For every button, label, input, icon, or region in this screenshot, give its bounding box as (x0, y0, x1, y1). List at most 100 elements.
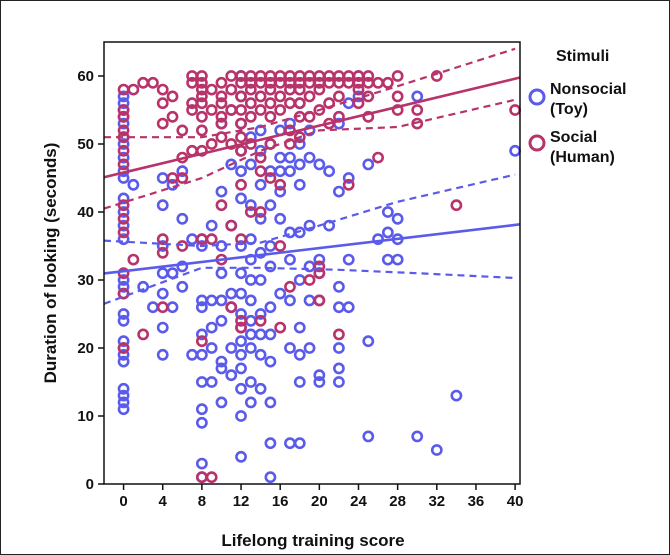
data-point-social (254, 165, 267, 178)
plot-frame (103, 41, 521, 485)
data-point-nonsocial (235, 240, 247, 252)
data-point-social (264, 97, 277, 110)
data-point-nonsocial (254, 382, 267, 395)
data-point-nonsocial (156, 240, 169, 252)
data-point-social (176, 240, 189, 252)
data-point-social (235, 90, 247, 103)
data-point-social (195, 90, 208, 103)
data-point-nonsocial (195, 457, 208, 470)
data-point-social (205, 138, 218, 150)
data-point-social (313, 294, 326, 307)
data-point-nonsocial (342, 253, 355, 266)
data-point-nonsocial (293, 178, 306, 191)
data-point-nonsocial (225, 369, 238, 382)
data-point-nonsocial (244, 376, 257, 388)
data-point-nonsocial (381, 253, 394, 266)
data-point-nonsocial (274, 151, 287, 164)
data-point-nonsocial (274, 185, 287, 198)
data-point-social (254, 151, 267, 164)
data-point-nonsocial (117, 403, 130, 416)
data-point-nonsocial (244, 314, 257, 327)
data-point-social (156, 246, 169, 259)
data-point-nonsocial (342, 301, 355, 314)
data-point-nonsocial (293, 158, 306, 171)
data-point-nonsocial (195, 416, 208, 429)
data-point-nonsocial (264, 355, 277, 368)
legend-marker-nonsocial (528, 88, 546, 106)
data-point-social (117, 226, 130, 239)
data-point-nonsocial (205, 342, 218, 354)
data-point-social (205, 233, 218, 246)
legend-entry-social: Social (Human) (528, 129, 615, 166)
data-point-social (235, 117, 247, 130)
data-point-nonsocial (235, 410, 247, 422)
x-tick-label: 40 (507, 493, 524, 510)
data-point-social (284, 138, 296, 150)
data-point-social (244, 110, 257, 123)
legend-title: Stimuli (556, 48, 609, 65)
legend-label-nonsocial: Nonsocial (550, 81, 626, 98)
data-point-social (117, 212, 130, 225)
data-point-social (166, 90, 179, 103)
data-point-nonsocial (333, 342, 345, 354)
data-point-social (117, 124, 130, 137)
data-point-social (215, 76, 228, 89)
data-point-social (195, 471, 208, 484)
data-point-social (362, 70, 375, 82)
data-point-social (274, 321, 287, 334)
data-point-nonsocial (117, 355, 130, 368)
data-point-social (284, 97, 296, 110)
data-point-social (352, 83, 365, 96)
data-point-social (225, 104, 238, 116)
data-point-nonsocial (235, 362, 247, 375)
data-point-nonsocial (127, 178, 140, 191)
plot-area (103, 47, 522, 484)
data-point-nonsocial (235, 267, 247, 280)
data-point-social (352, 97, 365, 110)
data-point-nonsocial (274, 287, 287, 300)
data-point-nonsocial (450, 389, 463, 402)
data-point-nonsocial (195, 328, 208, 341)
data-point-nonsocial (117, 348, 130, 361)
y-tick-label: 30 (77, 272, 94, 289)
series-social (117, 70, 522, 484)
y-tick-label: 20 (77, 340, 94, 357)
data-point-nonsocial (342, 172, 355, 184)
data-point-social (411, 104, 424, 116)
data-point-social (274, 90, 287, 103)
data-point-social (195, 76, 208, 89)
data-point-social (372, 151, 384, 164)
data-point-nonsocial (323, 219, 336, 232)
legend-label-nonsocial-sub: (Toy) (550, 101, 588, 118)
data-point-nonsocial (244, 396, 257, 409)
data-point-social (264, 83, 277, 96)
data-point-social (215, 97, 228, 110)
data-point-social (372, 76, 384, 89)
data-point-social (313, 83, 326, 96)
data-point-social (293, 83, 306, 96)
regression-line-social (103, 76, 521, 179)
data-point-social (254, 90, 267, 103)
data-point-nonsocial (293, 376, 306, 388)
x-tick-label: 36 (468, 493, 485, 510)
data-point-social (215, 90, 228, 103)
data-point-nonsocial (205, 376, 218, 388)
fit-nonsocial (103, 173, 521, 305)
data-point-nonsocial (235, 308, 247, 320)
data-point-nonsocial (254, 178, 267, 191)
data-point-nonsocial (235, 335, 247, 348)
data-point-nonsocial (254, 212, 267, 225)
x-tick-label: 8 (198, 493, 206, 510)
data-point-nonsocial (381, 226, 394, 239)
data-point-nonsocial (381, 206, 394, 218)
data-point-nonsocial (284, 253, 296, 266)
data-point-nonsocial (215, 314, 228, 327)
data-point-social (127, 83, 140, 96)
x-tick-label: 32 (428, 493, 445, 510)
data-point-nonsocial (215, 362, 228, 375)
data-point-nonsocial (117, 97, 130, 110)
data-point-nonsocial (186, 348, 198, 361)
data-point-nonsocial (235, 450, 247, 463)
legend-label-social-sub: (Human) (550, 149, 615, 166)
